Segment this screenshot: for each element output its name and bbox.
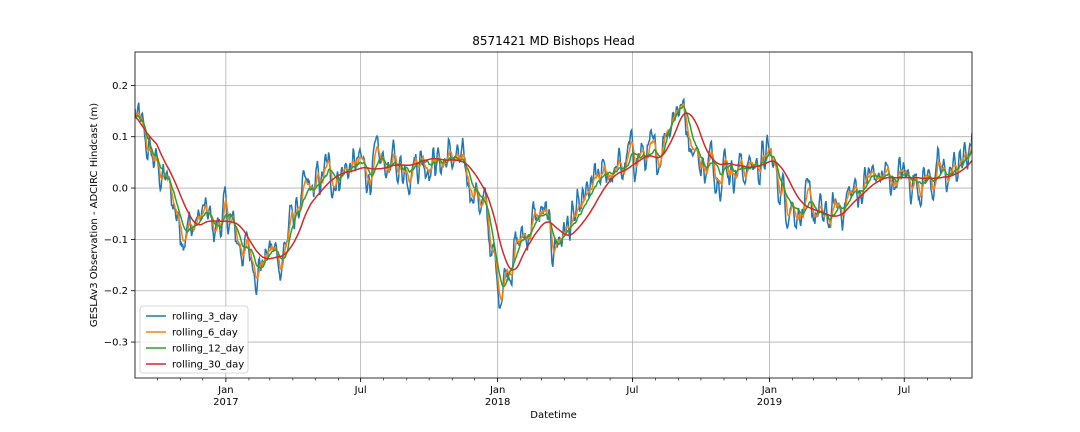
series-line-rolling_30_day <box>135 112 972 271</box>
legend-box <box>139 305 249 374</box>
y-tick-label: 0.1 <box>112 132 128 143</box>
x-tick-label: Jan <box>217 385 233 396</box>
x-tick-label: Jul <box>354 385 367 396</box>
x-axis-label: Datetime <box>530 410 577 421</box>
y-tick-label: 0.2 <box>112 81 128 92</box>
y-axis-label: GESLAv3 Observation - ADCIRC Hindcast (m… <box>89 103 100 327</box>
y-tick-label: 0.0 <box>112 184 128 195</box>
y-tick-label: −0.1 <box>104 235 128 246</box>
y-axis-ticks: −0.3 −0.2 −0.1 0.0 0.1 0.2 <box>104 81 135 349</box>
x-tick-year-label: 2017 <box>213 397 238 408</box>
series-line-rolling_3_day <box>135 97 972 310</box>
x-tick-label: Jan <box>489 385 505 396</box>
series-line-rolling_6_day <box>135 103 972 303</box>
legend-entry-label: rolling_6_day <box>172 328 238 339</box>
legend-entry-label: rolling_12_day <box>172 344 244 355</box>
legend-entry-label: rolling_30_day <box>172 360 244 371</box>
chart-title: 8571421 MD Bishops Head <box>472 34 635 48</box>
x-tick-label: Jul <box>625 385 638 396</box>
x-tick-year-label: 2019 <box>757 397 782 408</box>
legend: rolling_3_day rolling_6_day rolling_12_day… <box>139 305 249 374</box>
y-tick-label: −0.3 <box>104 338 128 349</box>
y-tick-label: −0.2 <box>104 286 128 297</box>
plot-series <box>135 97 972 310</box>
x-tick-label: Jul <box>897 385 910 396</box>
x-tick-label: Jan <box>761 385 777 396</box>
plot-frame <box>134 51 973 379</box>
gridlines <box>135 52 972 378</box>
legend-entry-label: rolling_3_day <box>172 312 238 323</box>
x-tick-year-label: 2018 <box>485 397 510 408</box>
